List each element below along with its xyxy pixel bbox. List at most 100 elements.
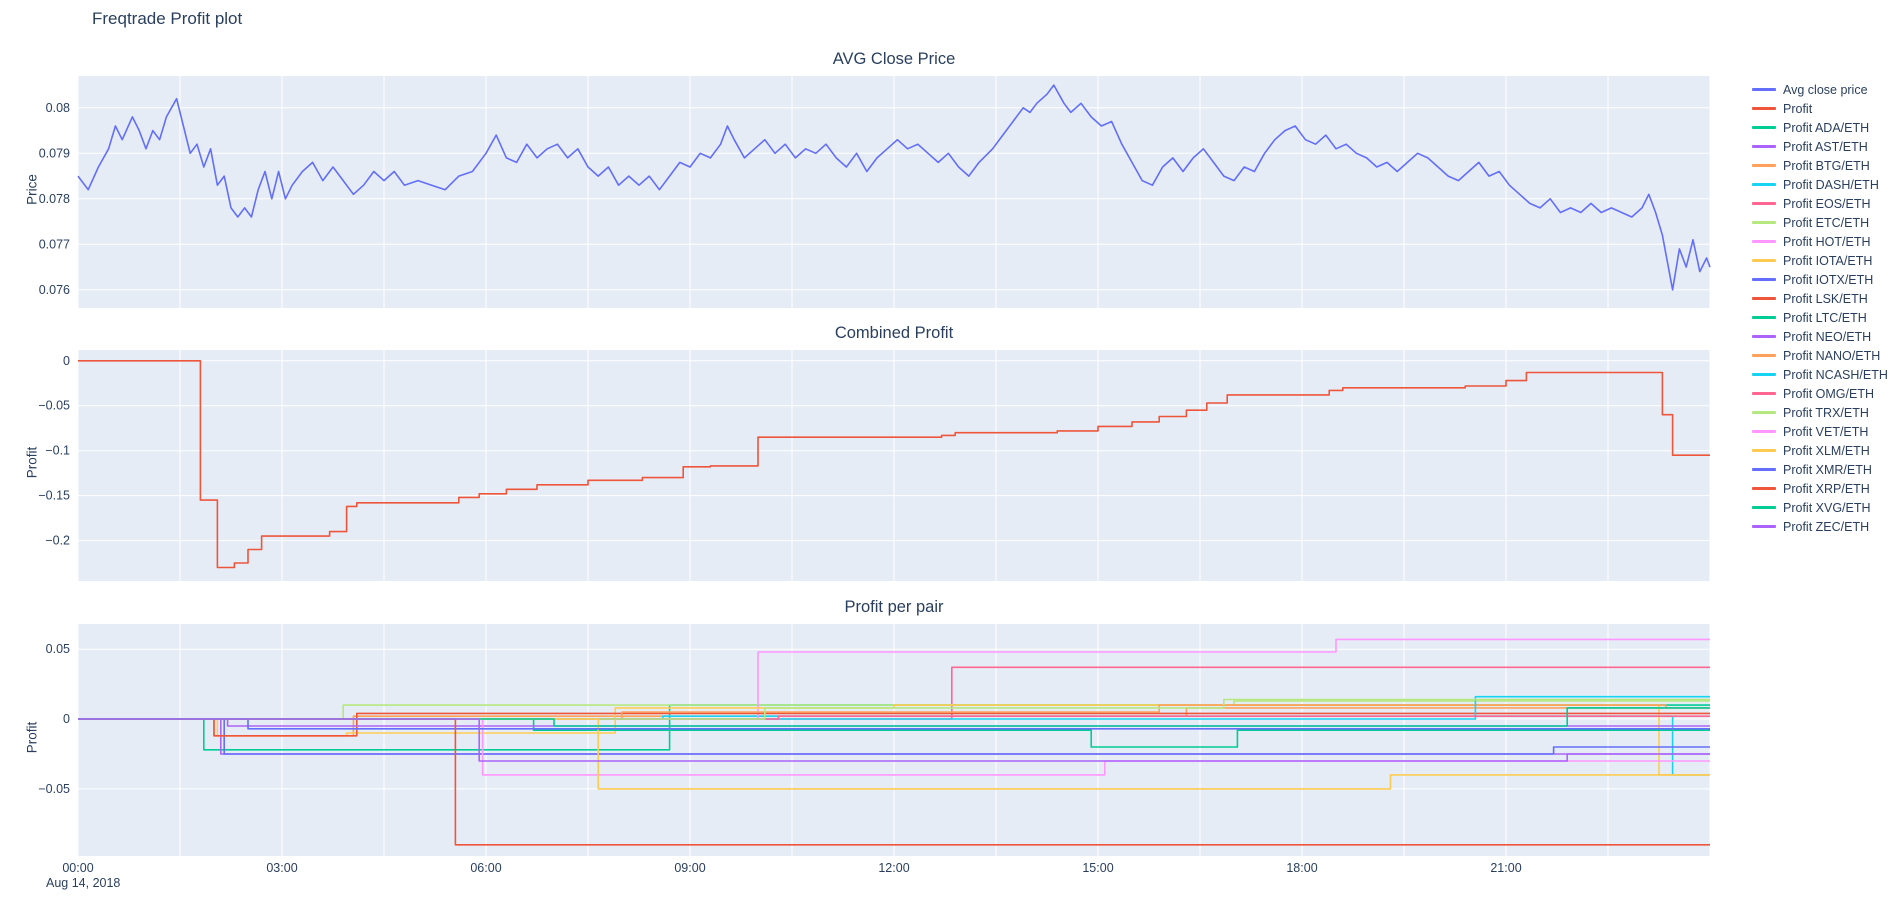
legend-swatch [1752,164,1776,167]
x-tick-label: 21:00 [1490,861,1521,875]
legend-label: Profit BTG/ETH [1783,158,1870,173]
legend-label: Profit ETC/ETH [1783,215,1870,230]
legend-swatch [1752,411,1776,414]
subplot-title-profit-per-pair: Profit per pair [844,598,944,616]
legend-label: Profit AST/ETH [1783,139,1868,154]
y-tick-label: 0.076 [39,283,70,297]
subplot-title-combined-profit: Combined Profit [834,324,954,342]
legend-label: Profit ZEC/ETH [1783,519,1870,534]
y-tick-label: −0.05 [38,399,70,413]
series-profit-zec-eth [78,718,1710,762]
legend-label: Profit DASH/ETH [1783,177,1879,192]
legend-label: Profit IOTX/ETH [1783,272,1874,287]
legend-item-profit-ast-eth[interactable]: Profit AST/ETH [1752,137,1888,156]
legend-label: Profit NCASH/ETH [1783,367,1888,382]
legend-item-profit-neo-eth[interactable]: Profit NEO/ETH [1752,327,1888,346]
legend-swatch [1752,88,1776,91]
legend-swatch [1752,335,1776,338]
legend-label: Profit [1783,101,1813,116]
legend-item-profit-iotx-eth[interactable]: Profit IOTX/ETH [1752,270,1888,289]
legend-item-profit-eos-eth[interactable]: Profit EOS/ETH [1752,194,1888,213]
subplot-title-avg-close-price: AVG Close Price [832,50,956,68]
legend-item-profit-dash-eth[interactable]: Profit DASH/ETH [1752,175,1888,194]
y-tick-label: 0.08 [46,101,70,115]
legend-item-profit-iota-eth[interactable]: Profit IOTA/ETH [1752,251,1888,270]
x-tick-label: 15:00 [1082,861,1113,875]
legend-label: Profit TRX/ETH [1783,405,1869,420]
legend-item-profit-omg-eth[interactable]: Profit OMG/ETH [1752,384,1888,403]
legend-swatch [1752,107,1776,110]
y-tick-label: 0.079 [39,146,70,160]
x-tick-label: 18:00 [1286,861,1317,875]
y-tick-label: 0.078 [39,192,70,206]
legend-label: Profit IOTA/ETH [1783,253,1873,268]
legend-label: Profit XLM/ETH [1783,443,1870,458]
legend-swatch [1752,430,1776,433]
legend-item-profit-trx-eth[interactable]: Profit TRX/ETH [1752,403,1888,422]
legend-item-profit-ada-eth[interactable]: Profit ADA/ETH [1752,118,1888,137]
legend-item-profit[interactable]: Profit [1752,99,1888,118]
legend-item-profit-xlm-eth[interactable]: Profit XLM/ETH [1752,441,1888,460]
legend-label: Profit LTC/ETH [1783,310,1867,325]
legend-item-profit-hot-eth[interactable]: Profit HOT/ETH [1752,232,1888,251]
series-avg-close-price [77,84,1711,291]
legend-label: Profit XRP/ETH [1783,481,1870,496]
y-tick-label: −0.05 [38,782,70,796]
legend-swatch [1752,221,1776,224]
legend-label: Profit XMR/ETH [1783,462,1872,477]
legend-item-profit-zec-eth[interactable]: Profit ZEC/ETH [1752,517,1888,536]
x-axis-date-label: Aug 14, 2018 [46,876,121,890]
legend-label: Profit ADA/ETH [1783,120,1870,135]
legend-label: Profit VET/ETH [1783,424,1869,439]
y-tick-label: 0 [63,712,70,726]
y-tick-label: −0.15 [38,489,70,503]
legend-swatch [1752,392,1776,395]
legend-item-profit-xrp-eth[interactable]: Profit XRP/ETH [1752,479,1888,498]
legend-item-profit-lsk-eth[interactable]: Profit LSK/ETH [1752,289,1888,308]
legend-label: Avg close price [1783,82,1868,97]
legend-swatch [1752,373,1776,376]
legend-swatch [1752,278,1776,281]
y-axis-label-profit-pairs: Profit [24,721,40,754]
legend-label: Profit XVG/ETH [1783,500,1871,515]
legend-item-profit-nano-eth[interactable]: Profit NANO/ETH [1752,346,1888,365]
y-tick-label: −0.1 [45,444,70,458]
legend-item-profit-etc-eth[interactable]: Profit ETC/ETH [1752,213,1888,232]
subplot-combined-profit: 0 −0.05 −0.1 −0.15 −0.2 [38,350,1711,581]
series-profit-ltc-eth [78,718,1710,748]
legend-label: Profit OMG/ETH [1783,386,1874,401]
y-tick-label: 0.077 [39,237,70,251]
legend-item-profit-vet-eth[interactable]: Profit VET/ETH [1752,422,1888,441]
x-tick-label: 03:00 [266,861,297,875]
legend-item-profit-ncash-eth[interactable]: Profit NCASH/ETH [1752,365,1888,384]
legend-swatch [1752,145,1776,148]
legend-item-avg-close-price[interactable]: Avg close price [1752,80,1888,99]
legend-item-profit-xmr-eth[interactable]: Profit XMR/ETH [1752,460,1888,479]
legend-swatch [1752,183,1776,186]
chart-legend: Avg close price Profit Profit ADA/ETH Profi… [1752,80,1888,536]
y-tick-label: −0.2 [45,534,70,548]
legend-swatch [1752,354,1776,357]
legend-swatch [1752,126,1776,129]
legend-item-profit-ltc-eth[interactable]: Profit LTC/ETH [1752,308,1888,327]
legend-label: Profit HOT/ETH [1783,234,1871,249]
legend-swatch [1752,468,1776,471]
legend-swatch [1752,449,1776,452]
page-title: Freqtrade Profit plot [92,9,243,28]
legend-swatch [1752,487,1776,490]
legend-item-profit-btg-eth[interactable]: Profit BTG/ETH [1752,156,1888,175]
legend-swatch [1752,506,1776,509]
y-tick-label: 0 [63,354,70,368]
legend-item-profit-xvg-eth[interactable]: Profit XVG/ETH [1752,498,1888,517]
x-tick-label: 12:00 [878,861,909,875]
legend-label: Profit LSK/ETH [1783,291,1868,306]
subplot-profit-per-pair: 0.05 0 −0.05 [38,624,1711,856]
x-tick-label: 09:00 [674,861,705,875]
legend-swatch [1752,202,1776,205]
y-axis-label-profit-combined: Profit [24,446,40,479]
y-axis-label-price: Price [24,174,40,205]
series-profit-trx-eth [78,698,1710,720]
x-tick-label: 06:00 [470,861,501,875]
